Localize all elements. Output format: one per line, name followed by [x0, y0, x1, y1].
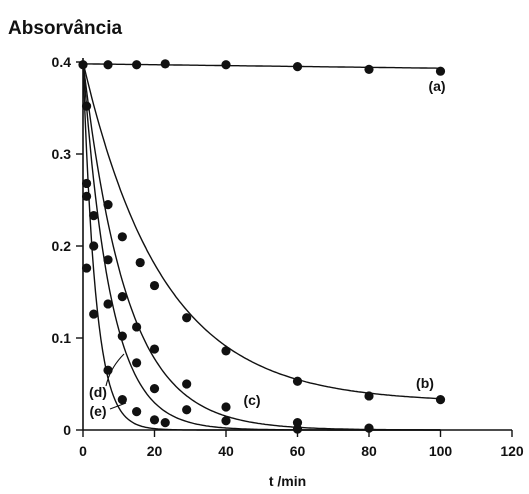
fit-curve-b — [82, 61, 441, 400]
data-point-d — [81, 191, 92, 201]
y-tick-label: 0.4 — [52, 54, 72, 70]
data-point-b — [364, 391, 374, 401]
x-tick-label: 100 — [429, 443, 453, 459]
data-points — [78, 59, 446, 434]
x-tick-label: 40 — [218, 443, 234, 459]
data-point-e — [81, 263, 92, 273]
data-point-d — [132, 358, 142, 368]
data-point-b — [182, 313, 192, 323]
data-point-c — [103, 255, 113, 265]
data-point-c — [117, 292, 127, 302]
y-tick-label: 0 — [63, 422, 71, 438]
series-label-e: (e) — [89, 403, 106, 419]
data-point-b — [81, 101, 92, 111]
data-point-d — [149, 384, 160, 394]
x-tick-label: 60 — [290, 443, 306, 459]
data-point-b — [117, 232, 127, 242]
x-tick-label: 20 — [147, 443, 163, 459]
fit-curve-a — [82, 63, 441, 69]
data-point-c — [221, 402, 231, 412]
data-point-a — [160, 59, 170, 69]
series-label-a: (a) — [428, 78, 445, 94]
data-point-a — [364, 64, 374, 74]
data-point-a — [78, 60, 88, 70]
data-point-d — [292, 424, 303, 434]
data-point-b — [221, 346, 231, 356]
fit-curve-d — [82, 61, 441, 431]
data-point-b — [135, 257, 145, 268]
data-point-b — [435, 395, 446, 405]
data-point-a — [103, 60, 113, 70]
data-point-a — [221, 60, 231, 70]
x-tick-label: 80 — [361, 443, 377, 459]
data-point-c — [292, 418, 303, 428]
data-point-b — [149, 280, 160, 291]
data-point-d — [103, 299, 113, 309]
data-point-a — [132, 60, 142, 70]
data-point-e — [132, 407, 142, 417]
data-point-a — [435, 66, 446, 76]
fit-curves — [82, 61, 441, 431]
data-point-a — [292, 62, 303, 72]
data-point-d — [221, 416, 231, 426]
data-point-c — [182, 379, 192, 389]
series-label-c: (c) — [243, 392, 260, 408]
data-point-c — [149, 344, 160, 354]
data-point-c — [364, 423, 374, 433]
x-tick-label: 120 — [500, 443, 524, 459]
data-point-c — [132, 322, 142, 332]
data-point-e — [89, 309, 99, 319]
leader-line-e — [109, 402, 127, 410]
fit-curve-e — [82, 61, 441, 431]
series-labels: (a) (b) (c) (d) (e) — [89, 78, 446, 419]
data-point-d — [182, 405, 192, 415]
y-axis-title: Absorvância — [8, 18, 123, 39]
series-label-d: (d) — [89, 384, 107, 400]
x-axis-title: t /min — [269, 473, 306, 489]
data-point-e — [117, 395, 127, 405]
data-point-d — [117, 331, 127, 341]
x-tick-label: 0 — [79, 443, 87, 459]
data-point-e — [149, 415, 160, 425]
data-point-e — [160, 418, 170, 428]
series-label-b: (b) — [416, 375, 434, 391]
fit-curve-c — [82, 61, 441, 431]
data-point-d — [89, 241, 99, 251]
y-tick-label: 0.1 — [52, 330, 72, 346]
data-point-b — [292, 376, 303, 386]
y-tick-label: 0.3 — [52, 146, 72, 162]
data-point-b — [103, 200, 113, 210]
y-tick-label: 0.2 — [52, 238, 72, 254]
data-point-c — [81, 178, 92, 189]
data-point-c — [89, 211, 99, 221]
leader-line-d — [105, 353, 125, 387]
